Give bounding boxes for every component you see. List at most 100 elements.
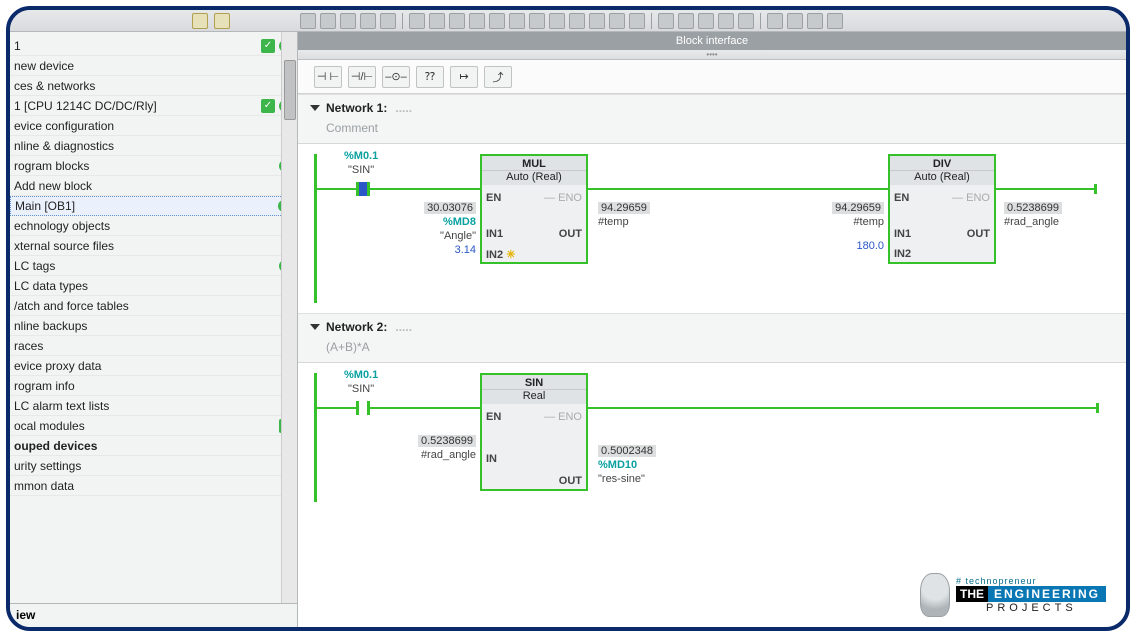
sin-in-value: 0.5238699	[418, 435, 476, 447]
div-in1-name: #temp	[853, 216, 884, 228]
div-in1-value: 94.29659	[832, 202, 884, 214]
toolbar-icon[interactable]	[469, 13, 485, 29]
toolbar-icon[interactable]	[429, 13, 445, 29]
collapse-icon[interactable]	[310, 105, 320, 111]
toolbar-icon[interactable]	[738, 13, 754, 29]
view-footer: iew	[10, 603, 297, 627]
tree-item-label: LC data types	[14, 279, 297, 293]
toolbar-icon[interactable]	[629, 13, 645, 29]
toolbar-icon[interactable]	[380, 13, 396, 29]
contact-address: %M0.1	[344, 369, 378, 381]
network-body-2[interactable]: %M0.1 "SIN" SIN Real EN— ENO IN OUT 0.52…	[298, 362, 1126, 512]
tree-item[interactable]: Main [OB1]	[10, 196, 297, 216]
div-out-value: 0.5238699	[1004, 202, 1062, 214]
tree-tool-icon[interactable]	[214, 13, 230, 29]
tree-item[interactable]: Add new block	[10, 176, 297, 196]
tree-item[interactable]: rogram info	[10, 376, 297, 396]
network-header[interactable]: Network 1: .....	[298, 94, 1126, 117]
toolbar-icon[interactable]	[360, 13, 376, 29]
toolbar-icon[interactable]	[320, 13, 336, 29]
network-comment[interactable]: (A+B)*A	[298, 336, 1126, 362]
tree-list[interactable]: 1✓new deviceces & networks1 [CPU 1214C D…	[10, 32, 297, 601]
mul-block[interactable]: MUL Auto (Real) EN— ENO IN1OUT IN2 ✳	[480, 154, 588, 264]
tree-item[interactable]: ces & networks	[10, 76, 297, 96]
toolbar-icon[interactable]	[827, 13, 843, 29]
tree-item-label: mmon data	[14, 479, 297, 493]
block-subtitle: Auto (Real)	[482, 171, 586, 185]
tree-item[interactable]: 1 [CPU 1214C DC/DC/Rly]✓	[10, 96, 297, 116]
tree-item-label: Main [OB1]	[15, 199, 278, 213]
toolbar-icon[interactable]	[569, 13, 585, 29]
collapse-icon[interactable]	[310, 324, 320, 330]
tree-item[interactable]: new device	[10, 56, 297, 76]
tree-item[interactable]: evice proxy data	[10, 356, 297, 376]
tree-item[interactable]: /atch and force tables	[10, 296, 297, 316]
tree-item[interactable]: echnology objects	[10, 216, 297, 236]
tree-item[interactable]: ocal modules✓	[10, 416, 297, 436]
tree-item[interactable]: nline & diagnostics	[10, 136, 297, 156]
pin-out: OUT	[559, 228, 582, 240]
toolbar-icon[interactable]	[589, 13, 605, 29]
tree-item[interactable]: LC data types	[10, 276, 297, 296]
in2-literal: 3.14	[455, 244, 476, 256]
tree-item-label: nline & diagnostics	[14, 139, 297, 153]
block-subtitle: Auto (Real)	[890, 171, 994, 185]
tree-item[interactable]: races	[10, 336, 297, 356]
tree-item-label: rogram info	[14, 379, 297, 393]
tree-item[interactable]: rogram blocks	[10, 156, 297, 176]
tree-item[interactable]: 1✓	[10, 36, 297, 56]
toolbar-icon[interactable]	[489, 13, 505, 29]
block-title: MUL	[482, 156, 586, 171]
no-contact[interactable]	[338, 178, 388, 200]
splitter-grip[interactable]: ••••	[298, 50, 1126, 60]
toolbar-icon[interactable]	[807, 13, 823, 29]
toolbar-icon[interactable]	[509, 13, 525, 29]
logo-the: THE	[956, 586, 988, 602]
lad-btn-branch2[interactable]: ⤴	[484, 66, 512, 88]
tree-item[interactable]: xternal source files	[10, 236, 297, 256]
lad-btn-contact-no[interactable]: ⊣ ⊢	[314, 66, 342, 88]
tree-item[interactable]: ouped devices	[10, 436, 297, 456]
tree-item[interactable]: evice configuration	[10, 116, 297, 136]
tree-item[interactable]: mmon data	[10, 476, 297, 496]
toolbar-icon[interactable]	[549, 13, 565, 29]
scroll-thumb[interactable]	[284, 60, 296, 120]
lad-btn-branch[interactable]: ↦	[450, 66, 478, 88]
block-subtitle: Real	[482, 390, 586, 404]
div-block[interactable]: DIV Auto (Real) EN— ENO IN1OUT IN2	[888, 154, 996, 264]
lad-btn-coil[interactable]: –⊙–	[382, 66, 410, 88]
tree-item-label: 1	[14, 39, 261, 53]
tree-item[interactable]: nline backups	[10, 316, 297, 336]
tree-item[interactable]: LC tags	[10, 256, 297, 276]
no-contact[interactable]	[338, 397, 388, 419]
tree-item[interactable]: urity settings	[10, 456, 297, 476]
toolbar-icon[interactable]	[767, 13, 783, 29]
toolbar-icon[interactable]	[409, 13, 425, 29]
toolbar-icon[interactable]	[678, 13, 694, 29]
toolbar-icon[interactable]	[658, 13, 674, 29]
toolbar-icon[interactable]	[340, 13, 356, 29]
network-title: Network 2:	[326, 320, 387, 334]
toolbar-icon[interactable]	[529, 13, 545, 29]
network-body-1[interactable]: %M0.1 "SIN" MUL Auto (Real) EN— ENO IN1O…	[298, 143, 1126, 313]
network-comment[interactable]: Comment	[298, 117, 1126, 143]
contact-address: %M0.1	[344, 150, 378, 162]
toolbar-icon[interactable]	[718, 13, 734, 29]
contact-name: "SIN"	[348, 383, 374, 395]
pin-en: EN	[486, 192, 501, 204]
tree-tool-icon[interactable]	[192, 13, 208, 29]
toolbar-icon[interactable]	[300, 13, 316, 29]
scrollbar[interactable]	[281, 32, 297, 603]
toolbar-icon[interactable]	[698, 13, 714, 29]
lad-btn-box[interactable]: ⁇	[416, 66, 444, 88]
toolbar-icon[interactable]	[609, 13, 625, 29]
tree-item[interactable]: LC alarm text lists	[10, 396, 297, 416]
in1-name: "Angle"	[440, 230, 476, 242]
ladder-editor: ⊣ ⊢ ⊣/⊢ –⊙– ⁇ ↦ ⤴ Network 1: ..... Comme…	[298, 60, 1126, 627]
network-header[interactable]: Network 2: .....	[298, 313, 1126, 336]
sin-block[interactable]: SIN Real EN— ENO IN OUT	[480, 373, 588, 491]
lad-btn-contact-nc[interactable]: ⊣/⊢	[348, 66, 376, 88]
out-name: #temp	[598, 216, 629, 228]
toolbar-icon[interactable]	[787, 13, 803, 29]
toolbar-icon[interactable]	[449, 13, 465, 29]
